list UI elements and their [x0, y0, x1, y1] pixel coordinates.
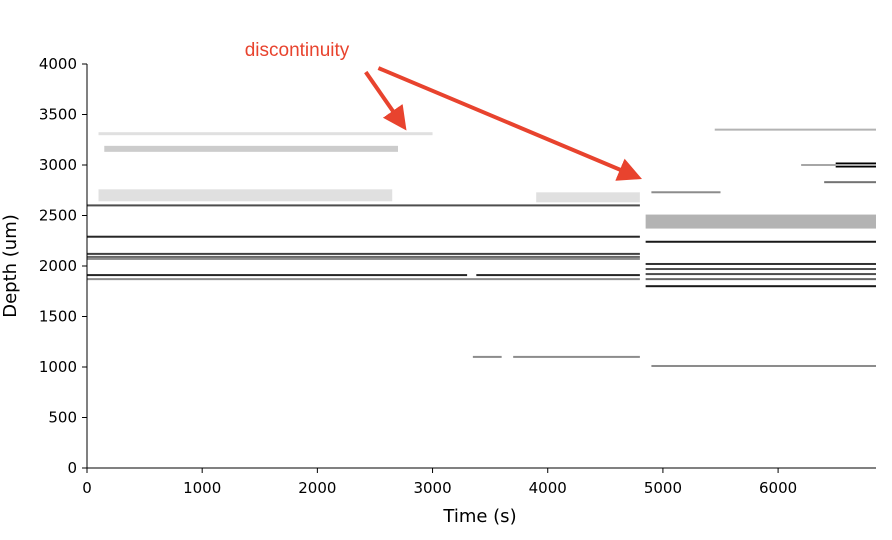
- y-tick-label: 3000: [39, 156, 77, 174]
- track-3: [87, 204, 640, 207]
- track-18: [651, 191, 721, 194]
- track-22: [645, 268, 876, 271]
- track-20: [645, 240, 876, 243]
- x-axis-label: Time (s): [442, 506, 516, 527]
- raster-tracks: [87, 128, 876, 367]
- track-16: [801, 164, 876, 166]
- x-tick-label: 5000: [644, 479, 682, 497]
- track-4: [536, 192, 640, 203]
- ticks: 0 1000 2000 3000 4000 5000 6000 0 500 1000 1500 200…: [39, 55, 797, 497]
- annotations: discontinuity: [245, 40, 642, 181]
- y-tick-label: 2000: [39, 257, 77, 275]
- y-tick-label: 500: [48, 409, 77, 427]
- track-6: [87, 252, 640, 255]
- x-tick-label: 2000: [298, 479, 336, 497]
- track-9: [87, 274, 468, 277]
- track-0: [98, 132, 433, 136]
- x-tick-label: 0: [82, 479, 92, 497]
- track-24: [645, 278, 876, 281]
- x-tick-label: 3000: [413, 479, 451, 497]
- track-26: [651, 364, 876, 367]
- annotation-arrow: [377, 66, 642, 181]
- y-tick-label: 3500: [39, 106, 77, 124]
- track-25: [645, 285, 876, 288]
- track-14: [714, 128, 876, 131]
- track-5: [87, 235, 640, 238]
- axes: [86, 64, 876, 469]
- x-tick-label: 4000: [529, 479, 567, 497]
- track-21: [645, 262, 876, 265]
- y-axis-label: Depth (um): [0, 214, 21, 318]
- track-13: [513, 355, 640, 358]
- track-7: [87, 255, 640, 258]
- track-17: [824, 181, 876, 184]
- y-tick-label: 1000: [39, 358, 77, 376]
- track-1: [104, 145, 398, 152]
- track-11: [87, 278, 640, 281]
- annotation-arrow: [364, 70, 407, 131]
- y-tick-label: 0: [67, 459, 77, 477]
- track-19: [645, 214, 876, 229]
- track-23: [645, 273, 876, 276]
- y-tick-label: 1500: [39, 308, 77, 326]
- x-tick-label: 1000: [183, 479, 221, 497]
- track-12: [472, 355, 502, 358]
- annotation-text: discontinuity: [245, 40, 350, 61]
- track-2: [98, 189, 393, 202]
- y-tick-label: 2500: [39, 207, 77, 225]
- x-tick-label: 6000: [759, 479, 797, 497]
- y-tick-label: 4000: [39, 55, 77, 73]
- track-10: [476, 274, 640, 277]
- track-8: [87, 257, 640, 260]
